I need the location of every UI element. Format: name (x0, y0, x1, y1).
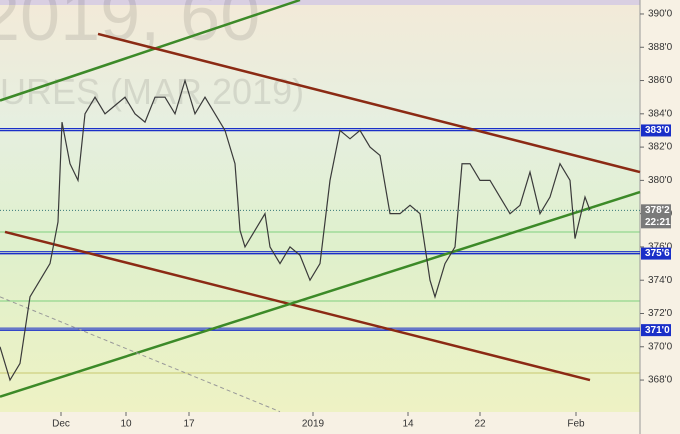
price-line (0, 78, 591, 382)
time-axis (0, 412, 640, 434)
price-level-box (641, 247, 671, 260)
trendline (0, 190, 641, 398)
price-level-label: 371'0 (645, 325, 670, 336)
price-level-label: 375'6 (645, 248, 670, 259)
y-tick-label: 370'0 (648, 341, 673, 352)
timer-label: 22:21 (645, 217, 671, 228)
x-tick-label: Dec (52, 419, 70, 430)
x-tick-label: 22 (474, 419, 486, 430)
y-tick-label: 382'0 (648, 142, 673, 153)
x-tick-label: 17 (183, 419, 195, 430)
trendline (4, 230, 591, 382)
y-tick-label: 372'0 (648, 308, 673, 319)
trendline (0, 0, 301, 102)
price-level-label: 383'0 (645, 125, 670, 136)
top-band (0, 0, 640, 5)
trendline (97, 32, 641, 174)
x-tick-label: 10 (120, 419, 132, 430)
plot-background (0, 0, 640, 412)
y-tick-label: 388'0 (648, 42, 673, 53)
y-tick-label: 380'0 (648, 175, 673, 186)
y-tick-label: 374'0 (648, 275, 673, 286)
trendline (0, 296, 281, 413)
current-price-label: 378'2 (645, 205, 670, 216)
y-tick-label: 376'0 (648, 242, 673, 253)
y-tick-label: 384'0 (648, 108, 673, 119)
x-tick-label: Feb (567, 419, 585, 430)
y-tick-label: 368'0 (648, 375, 673, 386)
price-level-box (641, 324, 671, 337)
watermark: 2019, 60 (0, 0, 260, 56)
x-tick-label: 2019 (302, 419, 325, 430)
y-tick-label: 390'0 (648, 9, 673, 20)
x-tick-label: 14 (402, 419, 414, 430)
current-price-box (641, 204, 671, 229)
price-level-box (641, 124, 671, 137)
y-tick-label: 386'0 (648, 75, 673, 86)
